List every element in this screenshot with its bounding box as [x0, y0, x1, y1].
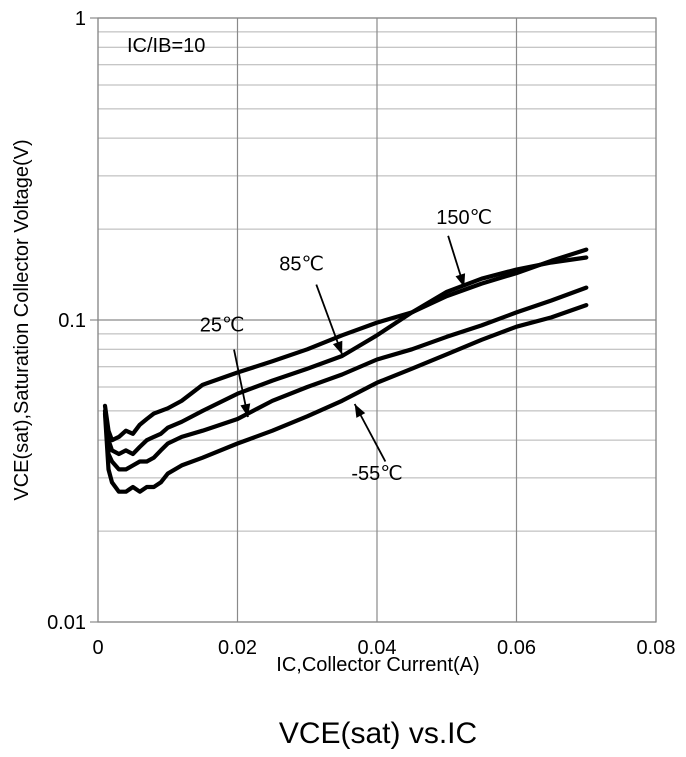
series-layer: [102, 247, 589, 494]
annotation-arrow-head: [354, 404, 366, 418]
y-tick-labels: 0.01 0.1 1: [47, 8, 86, 634]
y-tick-label: 1: [75, 8, 86, 30]
series-line: [102, 285, 589, 472]
x-axis-title: IC,Collector Current(A): [276, 654, 479, 676]
series-line: [102, 247, 589, 443]
condition-label: IC/IB=10: [127, 35, 205, 57]
y-axis-title: VCE(sat),Saturation Collector Voltage(V): [11, 139, 33, 500]
x-tick-label: 0.06: [497, 637, 536, 659]
y-tick-label: 0.01: [47, 612, 86, 634]
annotation-label: -55℃: [351, 463, 402, 485]
x-tick-label: 0.08: [637, 637, 676, 659]
plot-frame: [97, 17, 657, 623]
series-line: [102, 255, 589, 457]
annotation-arrow-head: [455, 273, 466, 288]
annotation-label: 85℃: [279, 253, 324, 275]
series-line: [102, 303, 589, 494]
annotation-label: 150℃: [436, 207, 492, 229]
x-tick-label: 0.04: [358, 637, 397, 659]
annotation-arrow-head: [332, 340, 343, 355]
x-tick-label: 0.02: [218, 637, 257, 659]
x-tick-label: 0: [92, 637, 103, 659]
x-tick-labels: 0 0.02 0.04 0.06 0.08: [92, 637, 675, 659]
annotation-label: 25℃: [200, 315, 245, 337]
y-tick-label: 0.1: [58, 310, 86, 332]
annotation-layer: 150℃ 85℃ 25℃ -55℃: [200, 207, 492, 485]
chart-title: VCE(sat) vs.IC: [279, 717, 477, 750]
annotation-arrow-head: [240, 403, 251, 418]
